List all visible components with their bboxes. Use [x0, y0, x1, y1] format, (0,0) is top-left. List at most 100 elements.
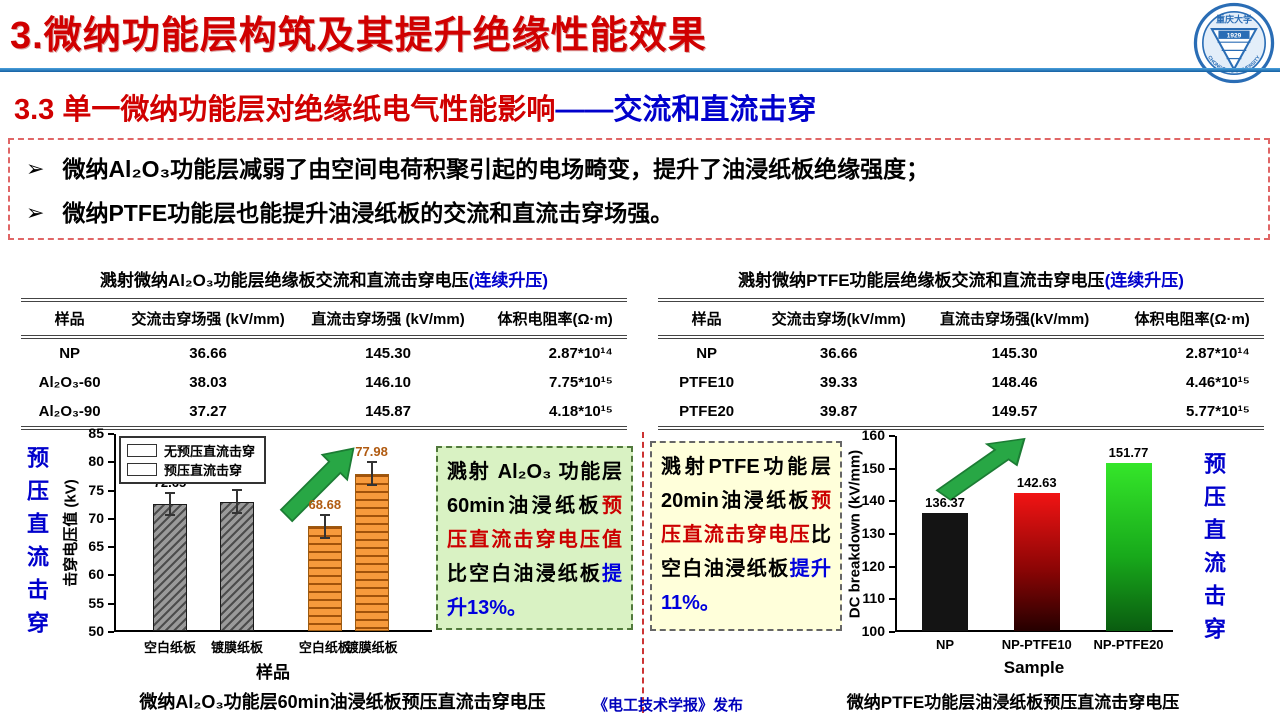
y-tick-label: 75 — [88, 481, 104, 498]
table-cell: 7.75*10¹⁵ — [549, 374, 613, 391]
bar-NP-PTFE20 — [1105, 462, 1152, 631]
y-tick-label: 55 — [88, 594, 104, 611]
bar-value-label: 142.63 — [1016, 474, 1057, 490]
legend-label: 预压直流击穿 — [164, 463, 243, 478]
error-bar-cap — [232, 511, 243, 514]
table-title-text: 溅射微纳Al₂O₃功能层绝缘板交流和直流击穿电压 — [100, 271, 469, 290]
x-tick-label: NP — [936, 637, 955, 652]
plot-area — [895, 436, 1173, 632]
y-tick-label: 130 — [861, 525, 885, 541]
note-segment: 比空白油浸纸板 — [661, 524, 831, 580]
table-cell: 5.77*10¹⁵ — [1186, 403, 1250, 420]
x-tick-label: NP-PTFE10 — [1001, 637, 1072, 652]
y-tick-mark — [889, 435, 895, 437]
error-bar-cap — [366, 484, 377, 487]
y-tick-mark — [889, 467, 895, 470]
section-title: 3.3 单一微纳功能层对绝缘纸电气性能影响——交流和直流击穿 — [14, 86, 816, 128]
error-bar — [168, 492, 171, 516]
x-tick-label: 镀膜纸板 — [345, 640, 398, 655]
table-cell: NP — [59, 345, 81, 362]
y-tick-label: 110 — [862, 590, 885, 607]
table-row: NP 36.66 145.30 2.87*10¹⁴ — [658, 337, 1264, 368]
table-cell: 148.46 — [991, 374, 1038, 391]
table-cell: 4.18*10¹⁵ — [549, 403, 613, 420]
al2o3-table-block: 溅射微纳Al₂O₃功能层绝缘板交流和直流击穿电压(连续升压) 样品 交流击穿场强… — [15, 266, 633, 430]
table-cell: 145.30 — [365, 345, 411, 362]
table-cell: Al₂O₃-90 — [38, 403, 101, 420]
error-bar — [323, 515, 326, 538]
al2o3-note-text: 溅射 Al₂O₃ 功能层60min油浸纸板预压直流击穿电压值比空白油浸纸板提升1… — [447, 461, 622, 619]
bar-value-label: 68.68 — [308, 497, 342, 512]
table-cell: 2.87*10¹⁴ — [1185, 345, 1250, 362]
note-segment: 提升13%。 — [447, 563, 622, 619]
table-cell: PTFE20 — [679, 403, 735, 420]
al2o3-table-title: 溅射微纳Al₂O₃功能层绝缘板交流和直流击穿电压(连续升压) — [15, 266, 633, 291]
bullet-text: 微纳PTFE功能层也能提升油浸纸板的交流和直流击穿场强。 — [62, 200, 674, 226]
ptfe-table-block: 溅射微纳PTFE功能层绝缘板交流和直流击穿电压(连续升压) 样品 交流击穿场(k… — [652, 266, 1270, 430]
table-row: Al₂O₃-90 37.27 145.87 4.18*10¹⁵ — [21, 397, 627, 428]
y-tick-label: 120 — [861, 557, 885, 574]
legend-swatch-orange — [127, 463, 157, 476]
logo-year: 1929 — [1227, 32, 1242, 39]
logo-shield — [1210, 28, 1258, 72]
ptfe-note-text: 溅射PTFE功能层20min油浸纸板预压直流击穿电压比空白油浸纸板提升11%。 — [661, 456, 831, 614]
y-tick-label: 80 — [88, 453, 104, 470]
y-tick-mark — [889, 533, 895, 535]
table-row: Al₂O₃-60 38.03 146.10 7.75*10¹⁵ — [21, 368, 627, 397]
table-cell: 37.27 — [189, 403, 227, 420]
bullet-item: ➢ 微纳PTFE功能层也能提升油浸纸板的交流和直流击穿场强。 — [26, 191, 1252, 235]
table-row: PTFE10 39.33 148.46 4.46*10¹⁵ — [658, 368, 1264, 397]
bar-空白纸板 — [307, 526, 342, 631]
bar-value-label: 77.98 — [355, 444, 388, 460]
y-tick-mark — [108, 433, 114, 435]
error-bar — [370, 462, 373, 486]
section-title-red: 3.3 单一微纳功能层对绝缘纸电气性能影响 — [14, 94, 556, 126]
error-bar — [236, 490, 239, 513]
y-tick-mark — [108, 489, 114, 492]
legend-swatch-gray — [127, 444, 157, 457]
x-tick-label: 镀膜纸板 — [211, 640, 264, 655]
column-header: 体积电阻率(Ω·m) — [1134, 311, 1250, 328]
x-axis-label: Sample — [1003, 658, 1065, 677]
column-header: 样品 — [54, 311, 85, 328]
bullet-arrow-icon: ➢ — [26, 156, 45, 181]
legend-entry: 无预压直流击穿 — [127, 441, 255, 460]
x-tick-label: 空白纸板 — [298, 640, 351, 655]
table-cell: 39.33 — [819, 374, 858, 391]
x-tick-label: 空白纸板 — [143, 640, 196, 655]
logo-banner — [1218, 30, 1250, 39]
table-cell: 4.46*10¹⁵ — [1186, 374, 1250, 391]
summary-box: ➢ 微纳Al₂O₃功能层减弱了由空间电荷积聚引起的电场畸变，提升了油浸纸板绝缘强… — [8, 138, 1270, 240]
y-tick-mark — [108, 517, 114, 520]
error-bar-cap — [232, 489, 243, 492]
increase-arrow-icon — [279, 447, 355, 523]
y-tick-label: 150 — [861, 459, 885, 476]
bullet-item: ➢ 微纳Al₂O₃功能层减弱了由空间电荷积聚引起的电场畸变，提升了油浸纸板绝缘强… — [26, 147, 1252, 191]
page-title: 3.微纳功能层构筑及其提升绝缘性能效果 — [10, 15, 707, 57]
error-bar-cap — [319, 514, 330, 516]
table-cell: 39.87 — [819, 403, 858, 420]
y-tick-mark — [108, 574, 114, 577]
column-header: 交流击穿场(kV/mm) — [771, 311, 906, 328]
journal-note: 《电工技术学报》发布 — [592, 697, 743, 714]
bar-NP-PTFE10 — [1013, 492, 1060, 631]
y-tick-label: 100 — [861, 623, 885, 639]
table-header-row: 样品 交流击穿场(kV/mm) 直流击穿场强(kV/mm) 体积电阻率(Ω·m) — [658, 300, 1264, 337]
table-row: NP 36.66 145.30 2.87*10¹⁴ — [21, 337, 627, 368]
x-axis-label: 样品 — [256, 663, 290, 682]
error-bar-cap — [164, 514, 175, 517]
table-cell: Al₂O₃-60 — [38, 374, 101, 391]
bullet-text: 微纳Al₂O₃功能层减弱了由空间电荷积聚引起的电场畸变，提升了油浸纸板绝缘强度； — [62, 156, 930, 182]
bullet-arrow-icon: ➢ — [26, 200, 45, 225]
note-segment: 溅射 Al₂O₃ 功能层60min油浸纸板 — [447, 461, 622, 517]
column-header: 直流击穿场强 (kV/mm) — [311, 311, 465, 328]
y-tick-mark — [889, 631, 895, 633]
table-cell: 145.87 — [365, 403, 411, 420]
table-cell: 2.87*10¹⁴ — [548, 345, 613, 362]
note-segment: 溅射PTFE功能层20min油浸纸板 — [661, 456, 831, 512]
table-title-highlight: (连续升压) — [468, 271, 548, 290]
error-bar-cap — [319, 536, 330, 539]
left-vertical-label: 预压直流击穿 — [24, 446, 49, 644]
column-header: 直流击穿场强(kV/mm) — [940, 311, 1090, 328]
